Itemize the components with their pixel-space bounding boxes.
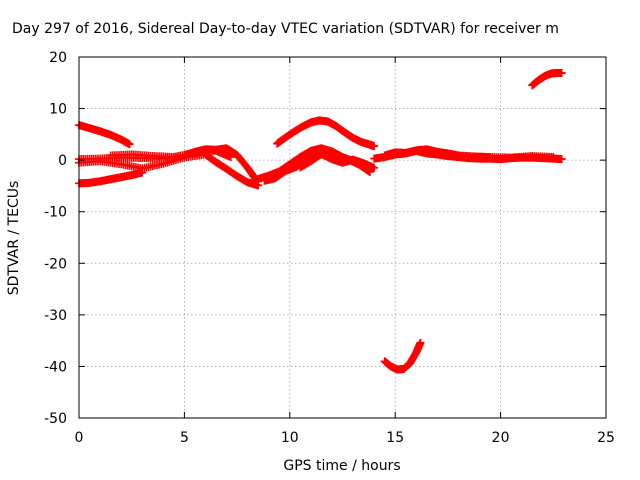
plot-frame — [78, 56, 607, 419]
y-tick-label: 20 — [49, 50, 67, 66]
data-point — [557, 68, 566, 77]
series-baseline-c — [106, 146, 235, 162]
y-tick-label: -30 — [44, 308, 67, 324]
data-point — [125, 140, 134, 149]
chart-title: Day 297 of 2016, Sidereal Day-to-day VTE… — [12, 21, 559, 37]
series-arc-high — [273, 116, 379, 151]
x-tick-label: 15 — [386, 430, 404, 446]
y-axis-title: SDTVAR / TECUs — [6, 181, 22, 296]
data-point — [549, 153, 558, 162]
x-axis-title: GPS time / hours — [283, 458, 400, 474]
y-tick-labels: -50 -40 -30 -20 -10 0 10 20 — [44, 50, 67, 427]
data-point — [416, 338, 425, 347]
x-tick-labels: 0 5 10 15 20 25 — [75, 430, 615, 446]
y-tick-label: -10 — [44, 205, 67, 221]
series-upper-left — [75, 121, 134, 149]
y-tick-label: -40 — [44, 359, 67, 375]
data-point — [370, 142, 379, 151]
series-top-right — [528, 68, 566, 90]
x-tick-label: 25 — [597, 430, 615, 446]
y-tick-label: -50 — [44, 411, 67, 427]
y-tick-label: 0 — [58, 153, 67, 169]
x-tick-label: 5 — [180, 430, 189, 446]
y-tick-label: -20 — [44, 256, 67, 272]
data-point — [557, 155, 566, 164]
y-tick-label: 10 — [49, 102, 67, 118]
x-tick-label: 10 — [281, 430, 299, 446]
series-lower-left — [75, 168, 147, 188]
data-point — [226, 153, 235, 162]
axis-ticks — [78, 56, 607, 419]
series-right-baseline-b — [380, 145, 558, 162]
x-tick-label: 20 — [492, 430, 510, 446]
x-tick-label: 0 — [75, 430, 84, 446]
grid-lines — [79, 57, 606, 418]
data-point — [370, 163, 379, 172]
data-points — [75, 68, 566, 374]
series-dip-low — [380, 338, 425, 374]
series-mid-rise-c — [296, 149, 379, 172]
